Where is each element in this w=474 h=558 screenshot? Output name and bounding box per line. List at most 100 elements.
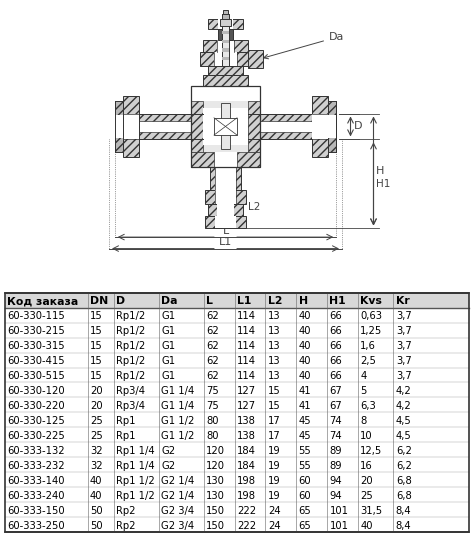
Text: 74: 74	[329, 431, 342, 441]
Text: 31,5: 31,5	[360, 506, 383, 516]
Text: 19: 19	[268, 476, 281, 486]
Bar	[217, 204, 234, 215]
Text: 60-330-315: 60-330-315	[7, 341, 65, 352]
Bar	[260, 113, 312, 140]
Bar	[202, 40, 248, 52]
Text: Kvs: Kvs	[360, 296, 382, 306]
Text: 32: 32	[90, 461, 103, 471]
Text: 8,4: 8,4	[396, 506, 411, 516]
Bar	[139, 132, 191, 140]
Text: G2 3/4: G2 3/4	[161, 506, 194, 516]
Bar	[221, 103, 230, 150]
Bar	[5, 472, 469, 487]
Bar	[205, 215, 246, 228]
Bar	[208, 18, 243, 29]
Text: 45: 45	[299, 416, 311, 426]
Text: 6,2: 6,2	[396, 461, 411, 471]
Bar	[5, 307, 469, 323]
Text: 62: 62	[206, 356, 219, 366]
Text: Rp1: Rp1	[116, 431, 136, 441]
Text: 65: 65	[299, 506, 311, 516]
Text: 13: 13	[268, 326, 281, 336]
Bar	[222, 49, 229, 52]
Text: Rp1/2: Rp1/2	[116, 356, 146, 366]
Text: 66: 66	[329, 311, 342, 321]
Text: 65: 65	[299, 521, 311, 531]
Text: 24: 24	[268, 506, 281, 516]
Text: Rp3/4: Rp3/4	[116, 401, 145, 411]
Bar	[5, 323, 469, 338]
Text: 4,5: 4,5	[396, 416, 411, 426]
Text: 60-330-220: 60-330-220	[7, 401, 65, 411]
Text: 60-330-115: 60-330-115	[7, 311, 65, 321]
Text: 60-333-250: 60-333-250	[7, 521, 65, 531]
Text: 13: 13	[268, 341, 281, 352]
Bar	[223, 10, 228, 15]
Bar	[216, 215, 236, 228]
Text: Rp1/2: Rp1/2	[116, 311, 146, 321]
Bar	[200, 52, 251, 66]
Bar	[191, 152, 214, 167]
Text: 60-330-120: 60-330-120	[7, 386, 65, 396]
Text: 1,6: 1,6	[360, 341, 376, 352]
Bar	[191, 100, 260, 152]
Bar	[208, 204, 243, 215]
Bar	[5, 502, 469, 517]
Text: 40: 40	[299, 371, 311, 381]
Text: 60-333-132: 60-333-132	[7, 446, 65, 456]
Bar	[222, 57, 229, 60]
Text: 138: 138	[237, 431, 256, 441]
Text: 6,2: 6,2	[396, 446, 411, 456]
Text: G2: G2	[161, 461, 175, 471]
Text: 3,7: 3,7	[396, 356, 411, 366]
Text: 50: 50	[90, 521, 103, 531]
Text: 8: 8	[360, 416, 366, 426]
Bar	[260, 132, 312, 140]
Text: 19: 19	[268, 491, 281, 501]
Text: 127: 127	[237, 401, 256, 411]
Text: 6,3: 6,3	[360, 401, 376, 411]
Bar	[5, 487, 469, 502]
Text: L2: L2	[268, 296, 283, 306]
Text: 62: 62	[206, 311, 219, 321]
Text: 40: 40	[90, 476, 102, 486]
Text: Rp3/4: Rp3/4	[116, 386, 145, 396]
Text: 80: 80	[206, 416, 219, 426]
Bar	[124, 97, 139, 157]
Text: 20: 20	[90, 386, 103, 396]
Text: Rp2: Rp2	[116, 521, 136, 531]
Text: 114: 114	[237, 341, 256, 352]
Text: G2 1/4: G2 1/4	[161, 476, 194, 486]
Text: 80: 80	[206, 431, 219, 441]
Bar	[191, 86, 260, 167]
Bar	[248, 100, 260, 152]
Bar	[115, 115, 124, 138]
Text: D: D	[116, 296, 125, 306]
Text: 20: 20	[360, 476, 373, 486]
Bar	[139, 113, 191, 140]
Bar	[5, 442, 469, 457]
Text: 120: 120	[206, 461, 225, 471]
Text: 32: 32	[90, 446, 103, 456]
Text: 130: 130	[206, 476, 225, 486]
Text: 0,63: 0,63	[360, 311, 382, 321]
Text: G2 3/4: G2 3/4	[161, 521, 194, 531]
Text: 198: 198	[237, 491, 256, 501]
Text: 8,4: 8,4	[396, 521, 411, 531]
Bar	[5, 457, 469, 472]
Text: H1: H1	[376, 179, 391, 189]
Text: 60: 60	[299, 491, 311, 501]
Bar	[5, 517, 469, 532]
Text: 15: 15	[90, 356, 103, 366]
Bar	[219, 28, 233, 40]
Text: 2,5: 2,5	[360, 356, 376, 366]
Text: 67: 67	[329, 401, 342, 411]
Text: Код заказа: Код заказа	[7, 296, 78, 306]
Bar	[5, 427, 469, 442]
Bar	[237, 152, 260, 167]
Text: H: H	[299, 296, 308, 306]
Bar	[5, 412, 469, 427]
Bar	[5, 293, 469, 532]
Text: 94: 94	[329, 476, 342, 486]
Text: 40: 40	[299, 341, 311, 352]
